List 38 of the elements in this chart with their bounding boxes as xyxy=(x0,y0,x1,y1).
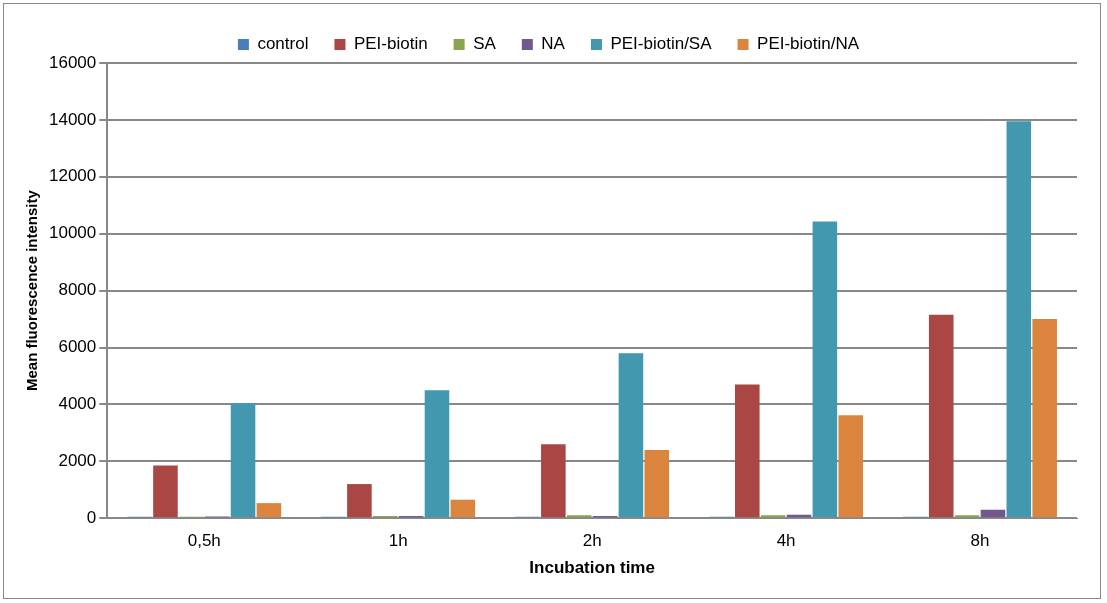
bar xyxy=(644,449,670,518)
legend-label: control xyxy=(257,34,309,54)
y-tick-label: 8000 xyxy=(58,280,97,300)
bar xyxy=(230,402,256,518)
bar xyxy=(153,465,178,518)
y-tick-label: 16000 xyxy=(48,52,97,72)
x-tick-label: 4h xyxy=(776,531,796,551)
bar xyxy=(812,221,838,518)
bar xyxy=(618,353,644,518)
x-tick-label: 1h xyxy=(388,531,408,551)
bar xyxy=(1006,121,1032,518)
bar xyxy=(347,484,372,518)
x-tick-label: 8h xyxy=(970,531,990,551)
bar xyxy=(838,415,864,518)
y-tick-label: 6000 xyxy=(58,337,97,357)
legend-label: SA xyxy=(473,34,497,54)
bar xyxy=(928,314,954,518)
bar xyxy=(450,499,476,518)
x-tick-label: 0,5h xyxy=(187,531,221,551)
bar xyxy=(735,384,760,518)
bar xyxy=(256,503,282,518)
legend-label: PEI-biotin/SA xyxy=(610,34,713,54)
bar xyxy=(980,509,1006,518)
y-tick-label: 12000 xyxy=(48,166,97,186)
bar xyxy=(1032,319,1057,518)
y-tick-label: 2000 xyxy=(58,450,97,470)
legend-label: PEI-biotin/NA xyxy=(757,34,860,54)
bar xyxy=(541,444,566,518)
y-axis-title: Mean fluorescence intensity xyxy=(23,189,41,392)
legend-label: NA xyxy=(541,34,566,54)
y-tick-label: 0 xyxy=(86,507,97,527)
legend-label: PEI-biotin xyxy=(353,34,428,54)
x-tick-label: 2h xyxy=(582,531,602,551)
bar xyxy=(424,390,450,518)
y-tick-label: 10000 xyxy=(48,223,97,243)
x-axis-title: Incubation time xyxy=(529,558,655,578)
y-tick-label: 14000 xyxy=(48,109,97,129)
y-tick-label: 4000 xyxy=(58,394,97,414)
